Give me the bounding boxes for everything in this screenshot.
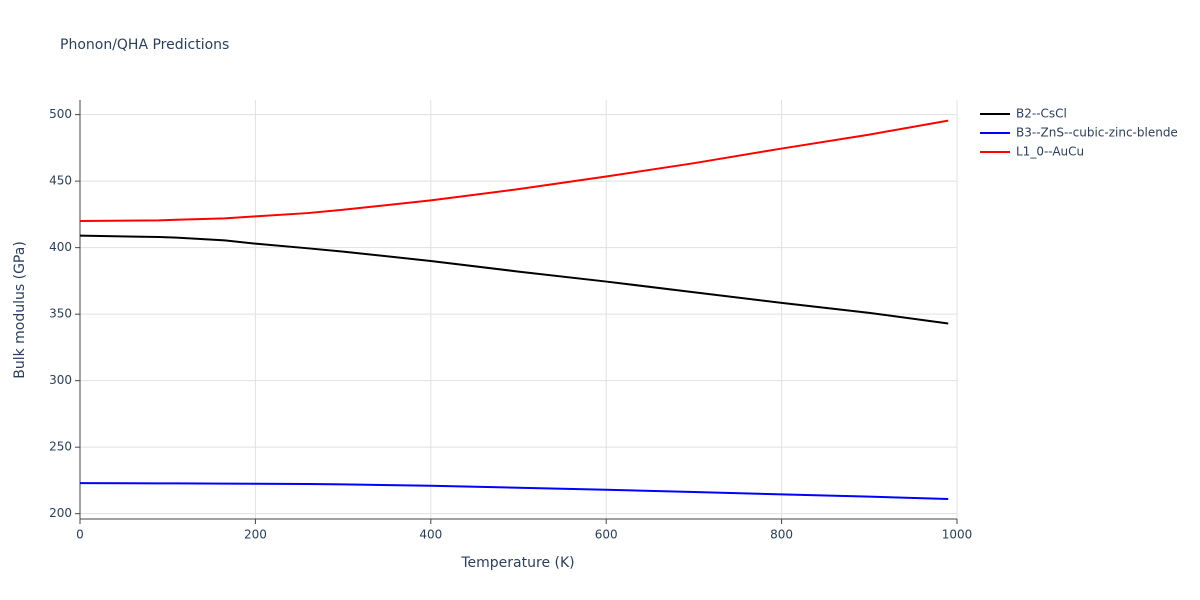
series-line xyxy=(79,234,949,325)
x-tick-label: 200 xyxy=(244,528,267,542)
x-tick-label: 600 xyxy=(595,528,618,542)
x-tick-label: 800 xyxy=(770,528,793,542)
y-tick-label: 400 xyxy=(49,240,72,254)
chart-title: Phonon/QHA Predictions xyxy=(60,37,229,53)
legend-label: L1_0--AuCu xyxy=(1016,145,1084,159)
y-tick-label: 250 xyxy=(49,440,72,454)
y-tick-label: 200 xyxy=(49,506,72,520)
legend-label: B2--CsCl xyxy=(1016,107,1067,121)
y-axis-title: Bulk modulus (GPa) xyxy=(12,241,28,379)
series-line xyxy=(79,119,949,223)
x-tick-label: 400 xyxy=(419,528,442,542)
y-tick-label: 450 xyxy=(49,174,72,188)
y-tick-label: 350 xyxy=(49,307,72,321)
y-tick-label: 500 xyxy=(49,107,72,121)
series-line xyxy=(79,482,949,501)
y-tick-label: 300 xyxy=(49,373,72,387)
x-tick-label: 0 xyxy=(76,528,84,542)
x-axis-title: Temperature (K) xyxy=(460,555,574,571)
x-tick-label: 1000 xyxy=(942,528,973,542)
legend-label: B3--ZnS--cubic-zinc-blende xyxy=(1016,126,1178,140)
